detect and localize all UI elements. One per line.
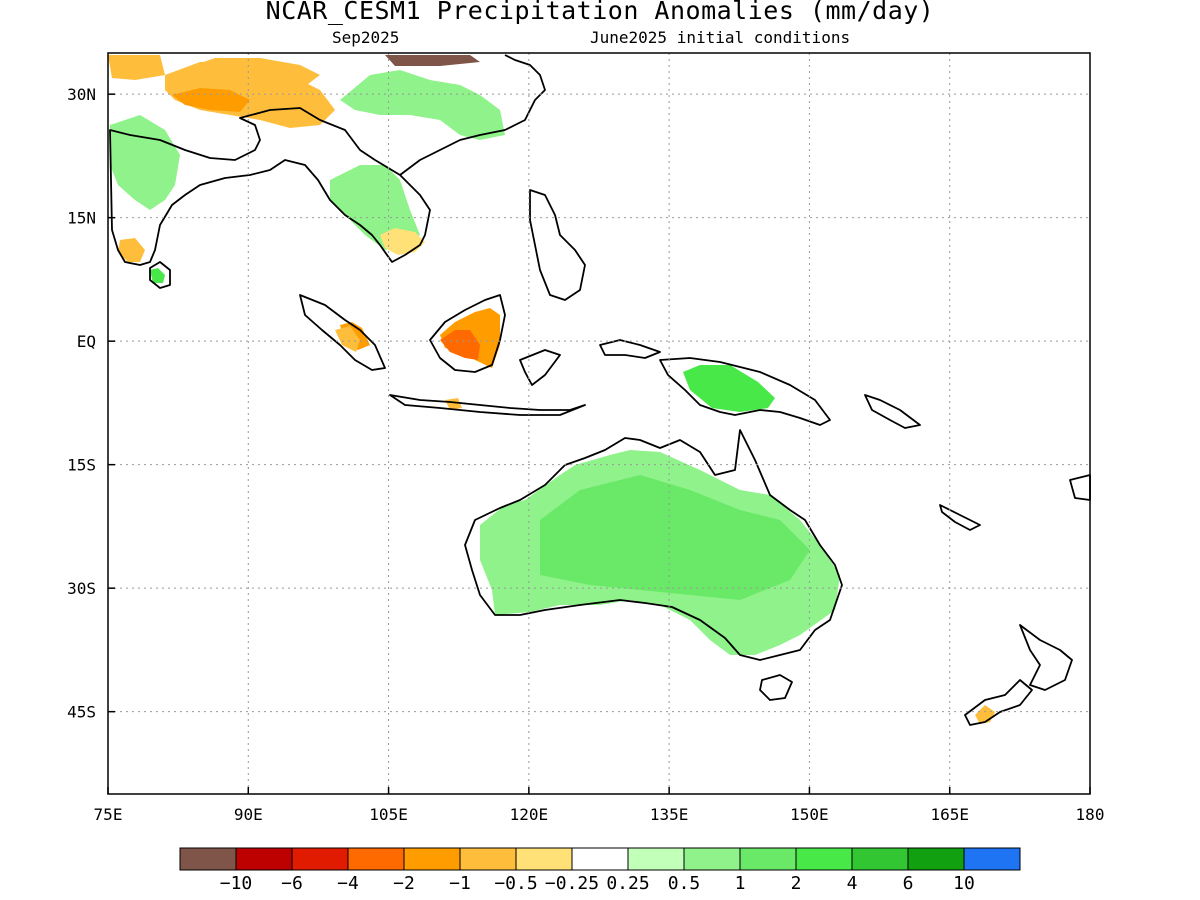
initial-conditions: June2025 initial conditions (590, 28, 851, 47)
anomaly-patch (683, 365, 775, 412)
lat-tick-label: 15S (67, 456, 96, 475)
anomaly-patch (340, 70, 505, 140)
longitude-axis: 75E 90E 105E 120E 135E 150E 165E 180 (94, 787, 1105, 824)
lon-tick-label: 150E (790, 805, 829, 824)
lon-tick-label: 105E (369, 805, 408, 824)
anomaly-patch (180, 58, 320, 90)
anomaly-patch (440, 330, 480, 360)
colorbar-label: 0.5 (668, 873, 701, 894)
coastline (964, 679, 1033, 726)
colorbar-swatch (291, 847, 349, 871)
colorbar-swatch (851, 847, 909, 871)
map-frame (107, 52, 1091, 795)
colorbar-label: −2 (393, 873, 415, 894)
coastline (864, 394, 921, 429)
colorbar-swatch (907, 847, 965, 871)
grid-lines (108, 53, 1090, 794)
anomaly-patch (540, 475, 810, 600)
colorbar-swatch (627, 847, 685, 871)
colorbar-swatch (571, 847, 629, 871)
lon-tick-label: 75E (94, 805, 123, 824)
coastline (389, 394, 586, 416)
coastline (109, 107, 431, 266)
coastline (599, 339, 661, 359)
colorbar-swatch (515, 847, 573, 871)
coastline (659, 357, 831, 426)
coastline (399, 54, 546, 176)
colorbar-swatch (459, 847, 517, 871)
lon-tick-label: 165E (930, 805, 969, 824)
colorbar-label: 10 (953, 873, 975, 894)
anomaly-patch (110, 115, 180, 210)
forecast-month: Sep2025 (332, 28, 400, 47)
latitude-axis: 30N 15N EQ 15S 30S 45S (67, 85, 115, 722)
colorbar: −10 −6 −4 −2 −1 −0.5 −0.25 0.25 0.5 1 2 4 6 10 (179, 847, 1021, 894)
colorbar-swatch (963, 847, 1021, 871)
colorbar-label: −1 (449, 873, 471, 894)
colorbar-swatch (795, 847, 853, 871)
coastline (149, 261, 171, 289)
lon-tick-label: 135E (650, 805, 689, 824)
anomaly-patch (335, 326, 360, 352)
anomaly-patch (172, 88, 250, 112)
colorbar-label: 0.25 (606, 873, 649, 894)
lon-tick-label: 180 (1076, 805, 1105, 824)
colorbar-label: −4 (337, 873, 359, 894)
colorbar-swatch (347, 847, 405, 871)
lat-tick-label: 30S (67, 579, 96, 598)
colorbar-swatch (683, 847, 741, 871)
anomaly-patch (385, 55, 480, 66)
colorbar-label: 2 (791, 873, 802, 894)
coastline (299, 294, 386, 371)
lon-tick-label: 90E (234, 805, 263, 824)
lat-tick-label: 30N (67, 85, 96, 104)
coastline (759, 674, 793, 701)
colorbar-swatch (235, 847, 293, 871)
lat-tick-label: 15N (67, 209, 96, 228)
coastline (429, 294, 506, 373)
coastline (1019, 624, 1073, 691)
map-title: NCAR_CESM1 Precipitation Anomalies (mm/d… (265, 0, 935, 25)
coastline (939, 504, 981, 531)
colorbar-swatch (739, 847, 797, 871)
coastline-layer (109, 54, 1091, 726)
coastline (1069, 474, 1091, 501)
colorbar-swatch (179, 847, 237, 871)
colorbar-label: 6 (903, 873, 914, 894)
colorbar-label: −0.5 (494, 873, 537, 894)
lat-tick-label: 45S (67, 703, 96, 722)
colorbar-label: −0.25 (545, 873, 599, 894)
coastline (519, 349, 561, 386)
colorbar-label: 1 (735, 873, 746, 894)
colorbar-label: −10 (220, 873, 253, 894)
anomaly-patch (445, 398, 462, 410)
colorbar-label: 4 (847, 873, 858, 894)
lon-tick-label: 120E (510, 805, 549, 824)
lat-tick-label: EQ (77, 332, 96, 351)
coastline (529, 189, 586, 301)
anomaly-patch (150, 268, 165, 283)
colorbar-label: −6 (281, 873, 303, 894)
anomaly-patch (118, 238, 145, 262)
colorbar-swatch (403, 847, 461, 871)
anomaly-shading-layer (108, 55, 995, 724)
anomaly-patch (108, 55, 165, 80)
coastline (464, 429, 843, 661)
